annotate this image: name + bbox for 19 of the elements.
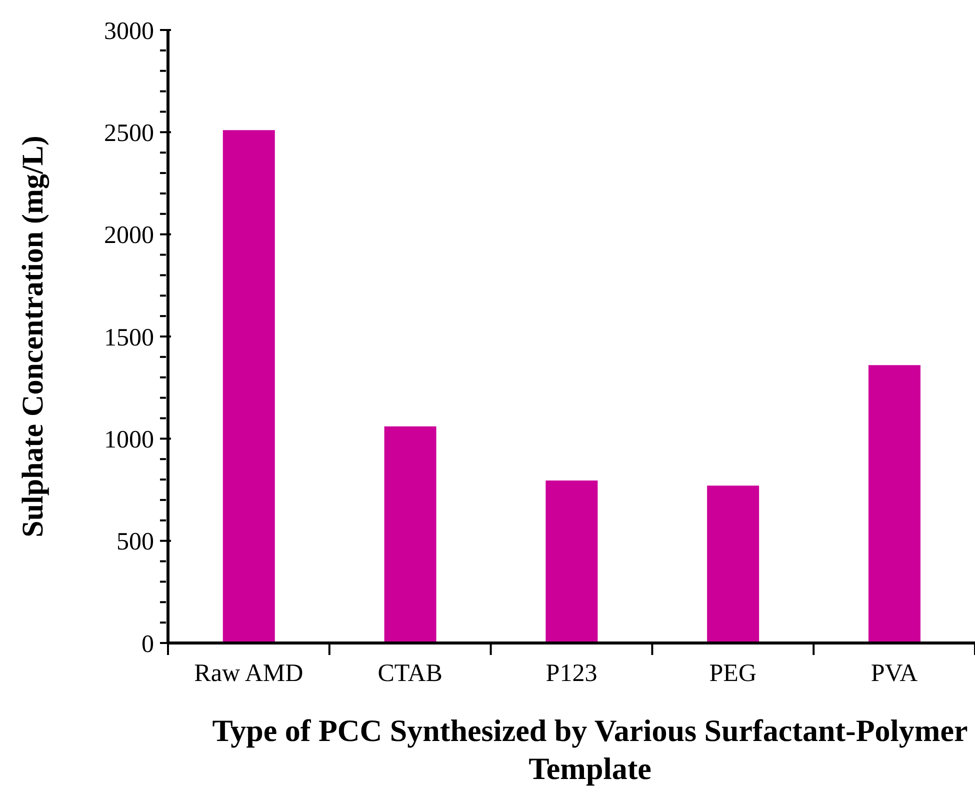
y-tick-label: 1000 [104,426,154,454]
x-axis-title: Type of PCC Synthesized by Various Surfactant-Polymer Template [211,712,969,788]
y-tick-label: 500 [116,528,154,556]
y-tick-label: 2000 [104,222,154,250]
bar [384,426,436,643]
y-axis-title: Sulphate Concentration (mg/L) [16,136,50,538]
x-tick-label: CTAB [378,660,442,687]
x-tick-label: Raw AMD [194,660,304,687]
y-tick-label: 2500 [104,120,154,147]
bar [546,480,598,643]
y-tick-label: 0 [142,630,154,658]
bar [707,486,760,643]
x-tick-label: P123 [546,660,598,687]
x-tick-label: PEG [709,660,757,687]
y-tick-label: 3000 [104,18,154,45]
x-tick-label: PVA [870,660,918,687]
bar [222,130,275,643]
bar [868,365,920,643]
y-tick-label: 1500 [104,324,154,352]
